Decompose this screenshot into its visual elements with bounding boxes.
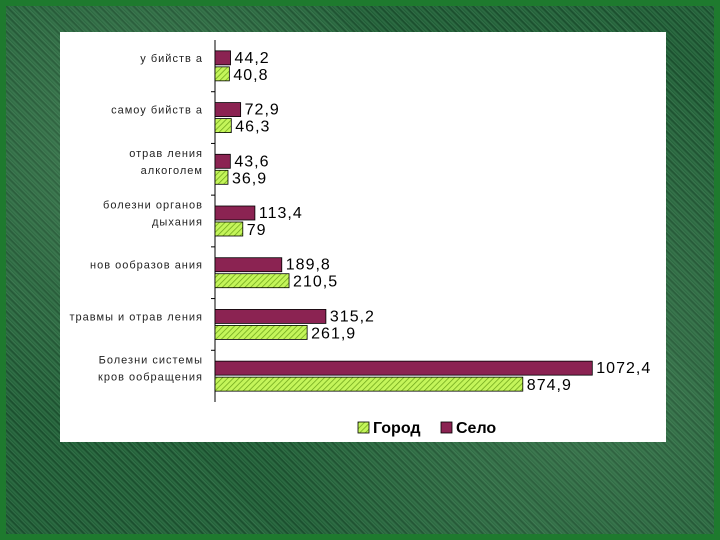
category-label: у бийств а [140,53,203,65]
bar-gorod [214,221,244,237]
bar-selo [214,360,593,376]
data-label-selo: 44,2 [235,50,270,67]
bar-gorod [214,273,290,289]
bar-selo [214,50,231,66]
legend-label: Город [373,420,421,437]
bar-gorod [214,325,308,340]
category-label: алкоголем [141,165,203,177]
data-label-selo: 43,6 [234,153,269,170]
bar-gorod [214,169,229,185]
category-label: кров ообращения [98,372,203,384]
bar-gorod [214,376,524,392]
data-label-gorod: 36,9 [232,170,267,187]
category-label: отрав ления [129,148,203,160]
data-label-selo: 113,4 [259,205,303,222]
data-label-gorod: 261,9 [311,325,356,342]
category-label: дыхания [152,217,203,229]
bar-gorod [214,118,232,133]
bar-selo [214,205,256,221]
bar-selo [214,102,242,117]
data-label-gorod: 79 [247,222,267,239]
data-label-selo: 72,9 [245,102,280,119]
category-label: травмы и отрав ления [70,311,203,323]
legend-swatch [440,421,453,434]
category-label: болезни органов [103,200,203,212]
legend-swatch [357,421,370,434]
data-label-selo: 189,8 [286,257,331,274]
category-label: самоу бийств а [111,105,203,117]
data-label-gorod: 46,3 [235,119,270,136]
category-label: Болезни системы [99,355,203,367]
bar-selo [214,309,327,324]
legend: Город Село [357,420,496,437]
bar-selo [214,257,283,273]
bar-gorod [214,66,230,82]
data-label-gorod: 874,9 [527,377,572,394]
bar-selo [214,153,231,169]
legend-label: Село [456,420,496,437]
data-label-gorod: 210,5 [293,274,338,291]
data-label-selo: 1072,4 [596,360,651,377]
data-label-selo: 315,2 [330,308,375,325]
category-label: нов ообразов ания [90,260,203,272]
data-label-gorod: 40,8 [233,67,268,84]
